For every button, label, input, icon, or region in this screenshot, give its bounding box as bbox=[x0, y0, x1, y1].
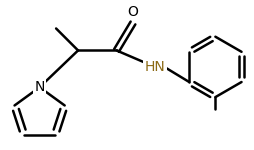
Text: O: O bbox=[127, 5, 138, 19]
Text: HN: HN bbox=[144, 60, 165, 74]
Text: N: N bbox=[34, 80, 45, 94]
